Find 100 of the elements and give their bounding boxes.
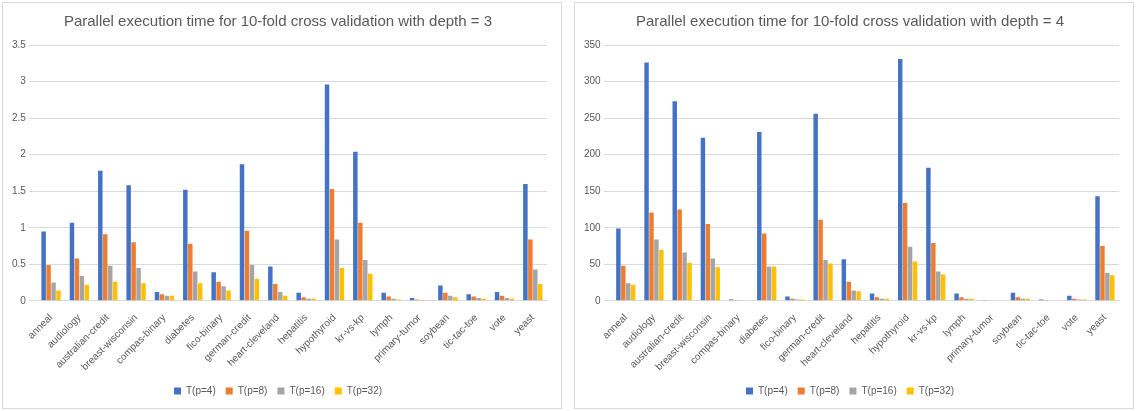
bar [659, 249, 664, 301]
legend-label: T(p=8) [237, 384, 268, 396]
y-tick-label: 350 [584, 38, 602, 50]
y-tick-label: 300 [584, 75, 602, 87]
bar [785, 296, 790, 301]
bar [851, 290, 856, 301]
bar [74, 258, 80, 301]
bar [902, 202, 908, 301]
bar [1095, 196, 1100, 301]
bar [715, 267, 720, 301]
bar [700, 137, 706, 301]
y-tick-label: 0 [20, 294, 27, 306]
bar [334, 239, 340, 301]
bar [126, 185, 131, 301]
legend-label: T(p=16) [861, 384, 897, 396]
bar [533, 269, 538, 301]
legend-label: T(p=8) [809, 384, 840, 396]
bar [621, 265, 626, 301]
y-tick-label: 3 [20, 75, 27, 87]
y-tick-label: 3.5 [12, 38, 27, 50]
bar [41, 231, 46, 301]
bar [438, 285, 443, 301]
bar [324, 84, 330, 301]
bar [56, 290, 61, 301]
bar [710, 258, 716, 301]
y-tick-label: 100 [584, 221, 602, 233]
chart-title: Parallel execution time for 10-fold cross validation with depth = 4 [635, 12, 1065, 30]
bar [358, 222, 363, 301]
bar [1105, 273, 1110, 301]
bar [301, 297, 306, 301]
legend-label: T(p=4) [757, 384, 788, 396]
bar [363, 259, 368, 301]
y-tick-label: 1.5 [12, 184, 27, 196]
x-tick-label: vote [1058, 311, 1081, 333]
legend-label: T(p=16) [289, 384, 325, 396]
y-tick-label: 0 [595, 294, 602, 306]
bar [471, 296, 476, 301]
bar [813, 113, 818, 301]
bar [672, 101, 677, 301]
bar [1100, 246, 1105, 301]
legend-label: T(p=32) [918, 384, 955, 396]
bar [828, 263, 833, 301]
chart-title: Parallel execution time for 10-fold cross validation with depth = 3 [63, 12, 493, 30]
bar [188, 243, 193, 301]
bar [386, 296, 391, 301]
y-tick-label: 2 [20, 148, 27, 160]
bar [771, 266, 777, 301]
bar [466, 294, 471, 301]
bar [268, 266, 273, 301]
bar [296, 292, 301, 301]
bar [183, 189, 188, 301]
y-tick-label: 1 [20, 221, 27, 233]
bar [448, 295, 453, 301]
bar [381, 292, 386, 301]
bar [757, 131, 762, 301]
bar [823, 259, 828, 301]
legend-label: T(p=32) [346, 384, 383, 396]
bar [654, 239, 659, 301]
bar [136, 267, 141, 301]
bar [912, 261, 918, 301]
bar [98, 170, 103, 301]
bar [523, 183, 528, 301]
bar [931, 243, 936, 301]
bar [898, 58, 903, 301]
bar [682, 252, 687, 301]
bar [538, 284, 543, 301]
bar [818, 219, 823, 301]
bar [216, 281, 221, 301]
bar [131, 242, 136, 301]
bar [443, 292, 448, 301]
bar [856, 291, 861, 301]
y-tick-label: 150 [584, 184, 602, 196]
bar [1110, 275, 1115, 301]
bar [705, 224, 711, 301]
bar [644, 62, 649, 301]
bar [221, 286, 226, 301]
x-tick-label: vote [486, 311, 509, 333]
y-tick-label: 200 [584, 148, 602, 160]
y-tick-label: 2.5 [12, 111, 27, 123]
bar [51, 282, 56, 301]
bar [926, 167, 931, 301]
bar [959, 297, 964, 301]
bar [687, 262, 692, 301]
bar [226, 290, 231, 301]
bar [841, 259, 847, 301]
y-tick-label: 0.5 [12, 258, 27, 270]
bar [103, 234, 108, 301]
bar [476, 297, 481, 301]
bar [353, 151, 358, 301]
bar [649, 212, 654, 301]
bar [954, 293, 959, 301]
bar [766, 266, 772, 301]
y-tick-label: 250 [584, 111, 602, 123]
bar [528, 239, 533, 301]
y-tick-label: 50 [589, 258, 602, 270]
bar [46, 265, 51, 301]
bar [677, 209, 682, 301]
bar [616, 228, 621, 301]
bar [211, 272, 216, 301]
bar [273, 284, 278, 301]
